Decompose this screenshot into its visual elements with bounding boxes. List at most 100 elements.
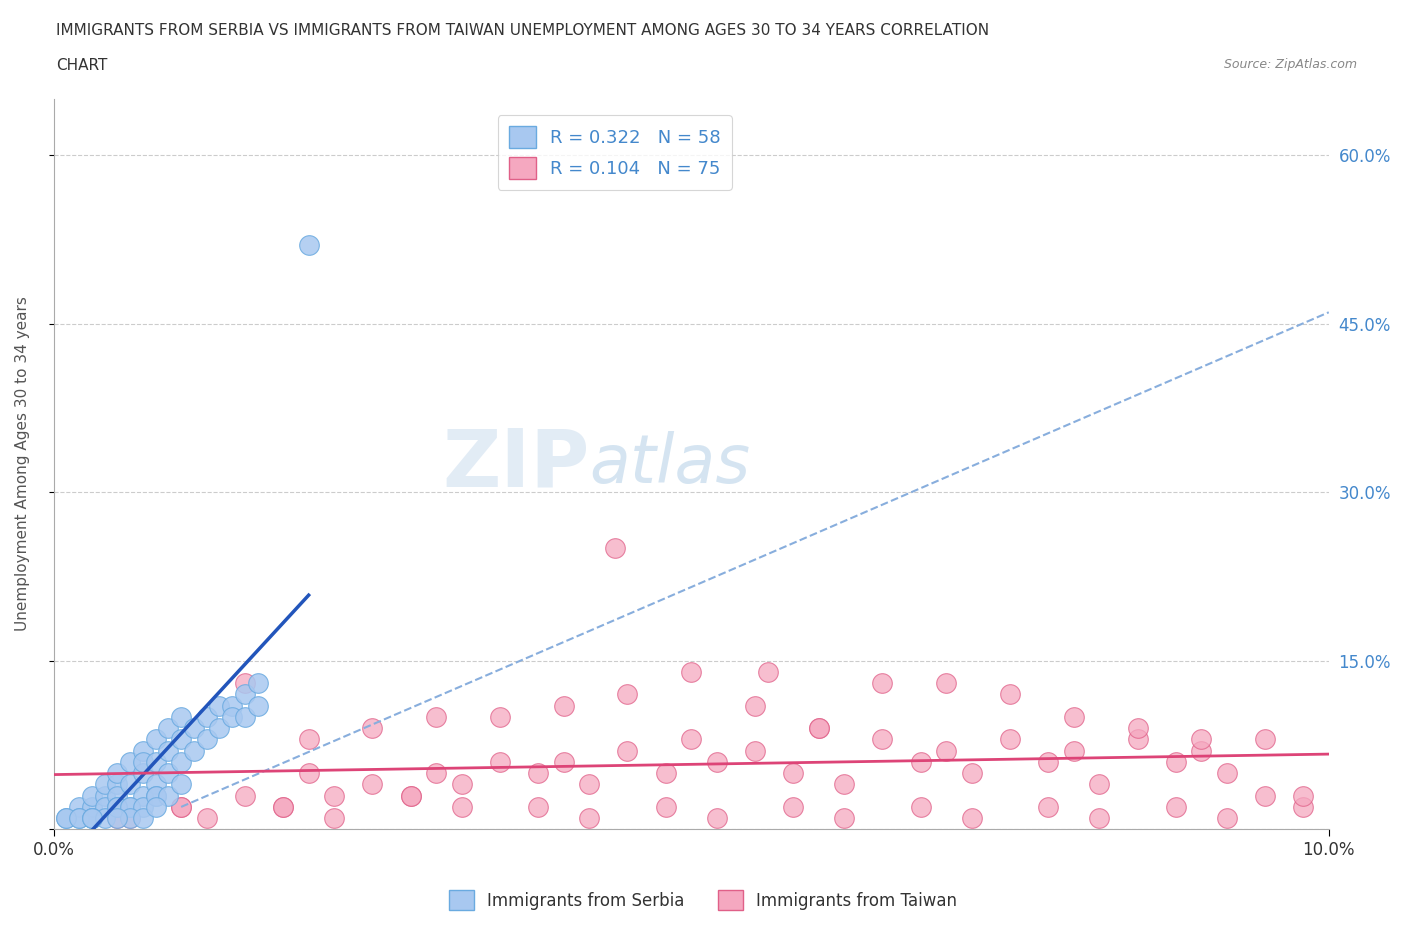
Text: ZIP: ZIP bbox=[441, 425, 589, 503]
Point bbox=[450, 800, 472, 815]
Point bbox=[195, 710, 218, 724]
Point bbox=[145, 800, 167, 815]
Point bbox=[1164, 800, 1187, 815]
Point bbox=[271, 800, 294, 815]
Point bbox=[170, 710, 193, 724]
Point bbox=[221, 698, 243, 713]
Point bbox=[157, 721, 180, 736]
Point bbox=[157, 743, 180, 758]
Point bbox=[361, 777, 384, 791]
Point bbox=[105, 800, 128, 815]
Legend: Immigrants from Serbia, Immigrants from Taiwan: Immigrants from Serbia, Immigrants from … bbox=[441, 884, 965, 917]
Point bbox=[145, 732, 167, 747]
Point bbox=[744, 743, 766, 758]
Point bbox=[1254, 789, 1277, 804]
Point bbox=[105, 811, 128, 826]
Point bbox=[616, 743, 638, 758]
Point bbox=[80, 811, 103, 826]
Text: IMMIGRANTS FROM SERBIA VS IMMIGRANTS FROM TAIWAN UNEMPLOYMENT AMONG AGES 30 TO 3: IMMIGRANTS FROM SERBIA VS IMMIGRANTS FRO… bbox=[56, 23, 990, 38]
Point bbox=[208, 698, 231, 713]
Point bbox=[120, 754, 142, 769]
Point bbox=[998, 732, 1021, 747]
Point bbox=[145, 777, 167, 791]
Point bbox=[105, 765, 128, 780]
Point bbox=[706, 811, 728, 826]
Point bbox=[145, 789, 167, 804]
Point bbox=[221, 710, 243, 724]
Point bbox=[756, 665, 779, 680]
Point bbox=[323, 789, 346, 804]
Point bbox=[960, 811, 983, 826]
Point bbox=[298, 765, 321, 780]
Point bbox=[425, 765, 447, 780]
Point bbox=[132, 743, 155, 758]
Point bbox=[425, 710, 447, 724]
Point bbox=[132, 800, 155, 815]
Point bbox=[1216, 811, 1239, 826]
Point bbox=[832, 777, 855, 791]
Point bbox=[120, 800, 142, 815]
Point bbox=[782, 800, 804, 815]
Point bbox=[298, 732, 321, 747]
Point bbox=[105, 777, 128, 791]
Point bbox=[145, 754, 167, 769]
Point bbox=[170, 800, 193, 815]
Point bbox=[1189, 732, 1212, 747]
Point bbox=[80, 800, 103, 815]
Text: CHART: CHART bbox=[56, 58, 108, 73]
Point bbox=[132, 765, 155, 780]
Point bbox=[246, 676, 269, 691]
Point bbox=[195, 811, 218, 826]
Point bbox=[1254, 732, 1277, 747]
Point bbox=[55, 811, 77, 826]
Point bbox=[271, 800, 294, 815]
Point bbox=[208, 721, 231, 736]
Point bbox=[1088, 811, 1111, 826]
Point bbox=[706, 754, 728, 769]
Point bbox=[910, 754, 932, 769]
Point bbox=[1292, 789, 1315, 804]
Point bbox=[80, 811, 103, 826]
Point bbox=[527, 765, 550, 780]
Point bbox=[616, 687, 638, 702]
Point bbox=[1126, 721, 1149, 736]
Point bbox=[132, 811, 155, 826]
Point bbox=[872, 676, 894, 691]
Point bbox=[1216, 765, 1239, 780]
Point bbox=[681, 732, 703, 747]
Point bbox=[183, 721, 205, 736]
Point bbox=[157, 789, 180, 804]
Point bbox=[1189, 743, 1212, 758]
Point bbox=[910, 800, 932, 815]
Point bbox=[132, 789, 155, 804]
Point bbox=[67, 811, 90, 826]
Point bbox=[67, 800, 90, 815]
Point bbox=[361, 721, 384, 736]
Point bbox=[578, 777, 600, 791]
Point bbox=[170, 777, 193, 791]
Y-axis label: Unemployment Among Ages 30 to 34 years: Unemployment Among Ages 30 to 34 years bbox=[15, 297, 30, 631]
Point bbox=[399, 789, 422, 804]
Text: Source: ZipAtlas.com: Source: ZipAtlas.com bbox=[1223, 58, 1357, 71]
Point bbox=[132, 754, 155, 769]
Point bbox=[233, 789, 256, 804]
Point bbox=[654, 765, 676, 780]
Point bbox=[450, 777, 472, 791]
Point bbox=[323, 811, 346, 826]
Point bbox=[527, 800, 550, 815]
Point bbox=[553, 754, 575, 769]
Point bbox=[67, 811, 90, 826]
Point bbox=[1038, 800, 1060, 815]
Point bbox=[105, 789, 128, 804]
Point bbox=[807, 721, 830, 736]
Point bbox=[157, 765, 180, 780]
Point bbox=[298, 237, 321, 252]
Point bbox=[1292, 800, 1315, 815]
Point bbox=[170, 754, 193, 769]
Point bbox=[744, 698, 766, 713]
Point bbox=[1126, 732, 1149, 747]
Point bbox=[1038, 754, 1060, 769]
Point bbox=[489, 710, 512, 724]
Point bbox=[93, 789, 115, 804]
Point bbox=[832, 811, 855, 826]
